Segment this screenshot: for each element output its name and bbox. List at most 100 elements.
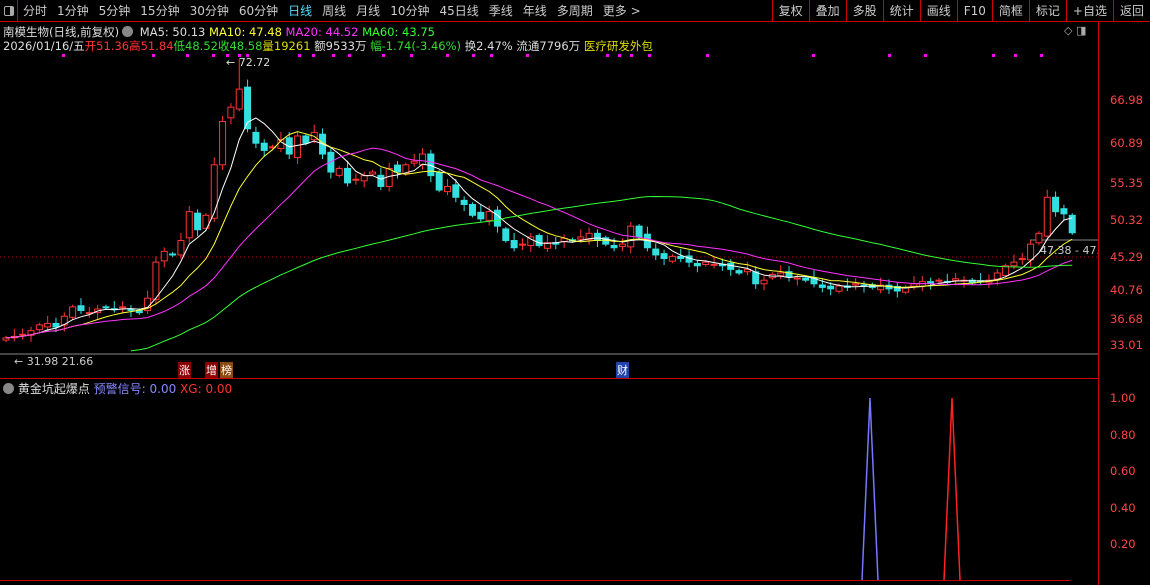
candle-down <box>102 306 110 309</box>
candle-down <box>194 212 202 231</box>
candle-up <box>760 279 768 285</box>
candle-up <box>360 175 368 182</box>
tab-period[interactable]: 30分钟 <box>189 4 229 18</box>
signal-dot <box>472 54 475 57</box>
candle-down <box>535 235 543 247</box>
candle-down <box>244 86 252 130</box>
tab-period[interactable]: 季线 <box>488 4 513 18</box>
toolbar-button[interactable]: F10 <box>956 0 992 22</box>
toolbar-button[interactable]: 复权 <box>771 0 809 22</box>
toolbar-button[interactable]: 标记 <box>1028 0 1066 22</box>
max-price-label: ← 72.72 <box>226 56 270 69</box>
signal-dot <box>226 54 229 57</box>
tab-period[interactable]: 5分钟 <box>98 4 131 18</box>
candle-up <box>993 272 1001 280</box>
signal-value: 预警信号: 0.00 <box>93 382 177 396</box>
candle-up <box>485 211 493 221</box>
event-tag[interactable]: 涨 <box>178 362 191 378</box>
candle-up <box>160 250 168 262</box>
indicator-tick: 1.00 <box>1110 391 1136 405</box>
candle-up <box>1027 243 1035 261</box>
signal-dot <box>312 54 315 57</box>
indicator-tick: 0.80 <box>1110 428 1136 442</box>
signal-dot <box>446 54 449 57</box>
tab-period[interactable]: 60分钟 <box>238 4 279 18</box>
ma20-value: MA20: 44.52 <box>285 25 359 39</box>
candle-up <box>710 263 718 266</box>
toolbar-button[interactable]: 叠加 <box>808 0 846 22</box>
signal-dot <box>1014 54 1017 57</box>
signal-dot <box>888 54 891 57</box>
amount: 额9533万 <box>314 39 367 53</box>
event-tag[interactable]: 榜 <box>220 362 233 378</box>
open-price: 开51.36 <box>84 39 130 53</box>
candle-down <box>735 270 743 274</box>
candle-up <box>219 121 227 166</box>
float-shares: 流通7796万 <box>516 39 581 53</box>
candle-down <box>502 228 510 242</box>
tab-period[interactable]: 月线 <box>356 4 381 18</box>
candle-down <box>1068 214 1076 234</box>
axis-divider <box>1098 22 1099 585</box>
tab-period[interactable]: 45日线 <box>439 4 479 18</box>
candle-down <box>344 167 352 184</box>
indicator-tick: 0.20 <box>1110 537 1136 551</box>
candle-up <box>1035 232 1043 244</box>
candle-up <box>518 243 526 246</box>
signal-dot <box>410 54 413 57</box>
change: 幅-1.74(-3.46%) <box>370 39 462 53</box>
toolbar-button[interactable]: 画线 <box>919 0 957 22</box>
candle-down <box>493 209 501 227</box>
toolbar-button[interactable]: +自选 <box>1065 0 1113 22</box>
price-tick: 66.98 <box>1110 93 1143 107</box>
toolbar-button[interactable]: 统计 <box>882 0 920 22</box>
candle-up <box>852 283 860 286</box>
candle-up <box>1010 261 1018 267</box>
toolbar-button[interactable]: 简框 <box>991 0 1029 22</box>
tab-period[interactable]: 日线 <box>288 4 313 18</box>
turnover: 换2.47% <box>464 39 513 53</box>
ma5-line <box>5 117 1073 339</box>
signal-dot <box>606 54 609 57</box>
event-tag[interactable]: 财 <box>616 362 629 378</box>
dropdown-circle-icon[interactable] <box>122 26 134 37</box>
candle-up <box>777 272 785 277</box>
candle-up <box>35 324 43 331</box>
layout-toggle-icon[interactable] <box>0 0 18 22</box>
tab-period[interactable]: 分时 <box>23 4 48 18</box>
candle-down <box>660 253 668 260</box>
candle-up <box>793 277 801 280</box>
ma-legend: 南模生物(日线,前复权) MA5: 50.13 MA10: 47.48 MA20… <box>3 24 435 40</box>
bottom-border <box>0 580 1070 581</box>
signal-dot <box>332 54 335 57</box>
event-tag[interactable]: 增 <box>205 362 218 378</box>
candle-down <box>810 277 818 285</box>
sector-link[interactable]: 医疗研发外包 <box>583 39 653 53</box>
candle-down <box>927 281 935 284</box>
toolbar-button[interactable]: 返回 <box>1112 0 1150 22</box>
toolbar-button[interactable]: 多股 <box>845 0 883 22</box>
candle-up <box>269 146 277 149</box>
candle-up <box>1018 258 1026 261</box>
diamond-icon[interactable]: ◇ <box>1064 24 1073 37</box>
tab-period[interactable]: 多周期 <box>556 4 593 18</box>
tab-period[interactable]: 周线 <box>322 4 347 18</box>
signal-dot <box>992 54 995 57</box>
candle-up <box>410 160 418 164</box>
tab-period[interactable]: 年线 <box>522 4 547 18</box>
indicator-name: 黄金坑起爆点 <box>17 382 90 396</box>
price-tick: 45.29 <box>1110 250 1143 264</box>
indicator-tick: 0.40 <box>1110 501 1136 515</box>
panel-toggle-icon[interactable]: ◨ <box>1075 24 1087 37</box>
indicator-menu-icon[interactable] <box>3 383 14 394</box>
tab-period[interactable]: 更多 > <box>602 4 641 18</box>
tab-period[interactable]: 1分钟 <box>57 4 89 18</box>
candle-up <box>743 268 751 273</box>
tab-period[interactable]: 15分钟 <box>140 4 180 18</box>
tab-period[interactable]: 10分钟 <box>390 4 430 18</box>
candle-up <box>402 164 410 175</box>
period-toolbar: 分时 1分钟 5分钟 15分钟 30分钟 60分钟 日线 周线 月线 10分钟 45日线 季线 年线 多周… <box>0 0 1150 22</box>
candle-up <box>585 232 593 241</box>
candle-up <box>527 236 535 246</box>
